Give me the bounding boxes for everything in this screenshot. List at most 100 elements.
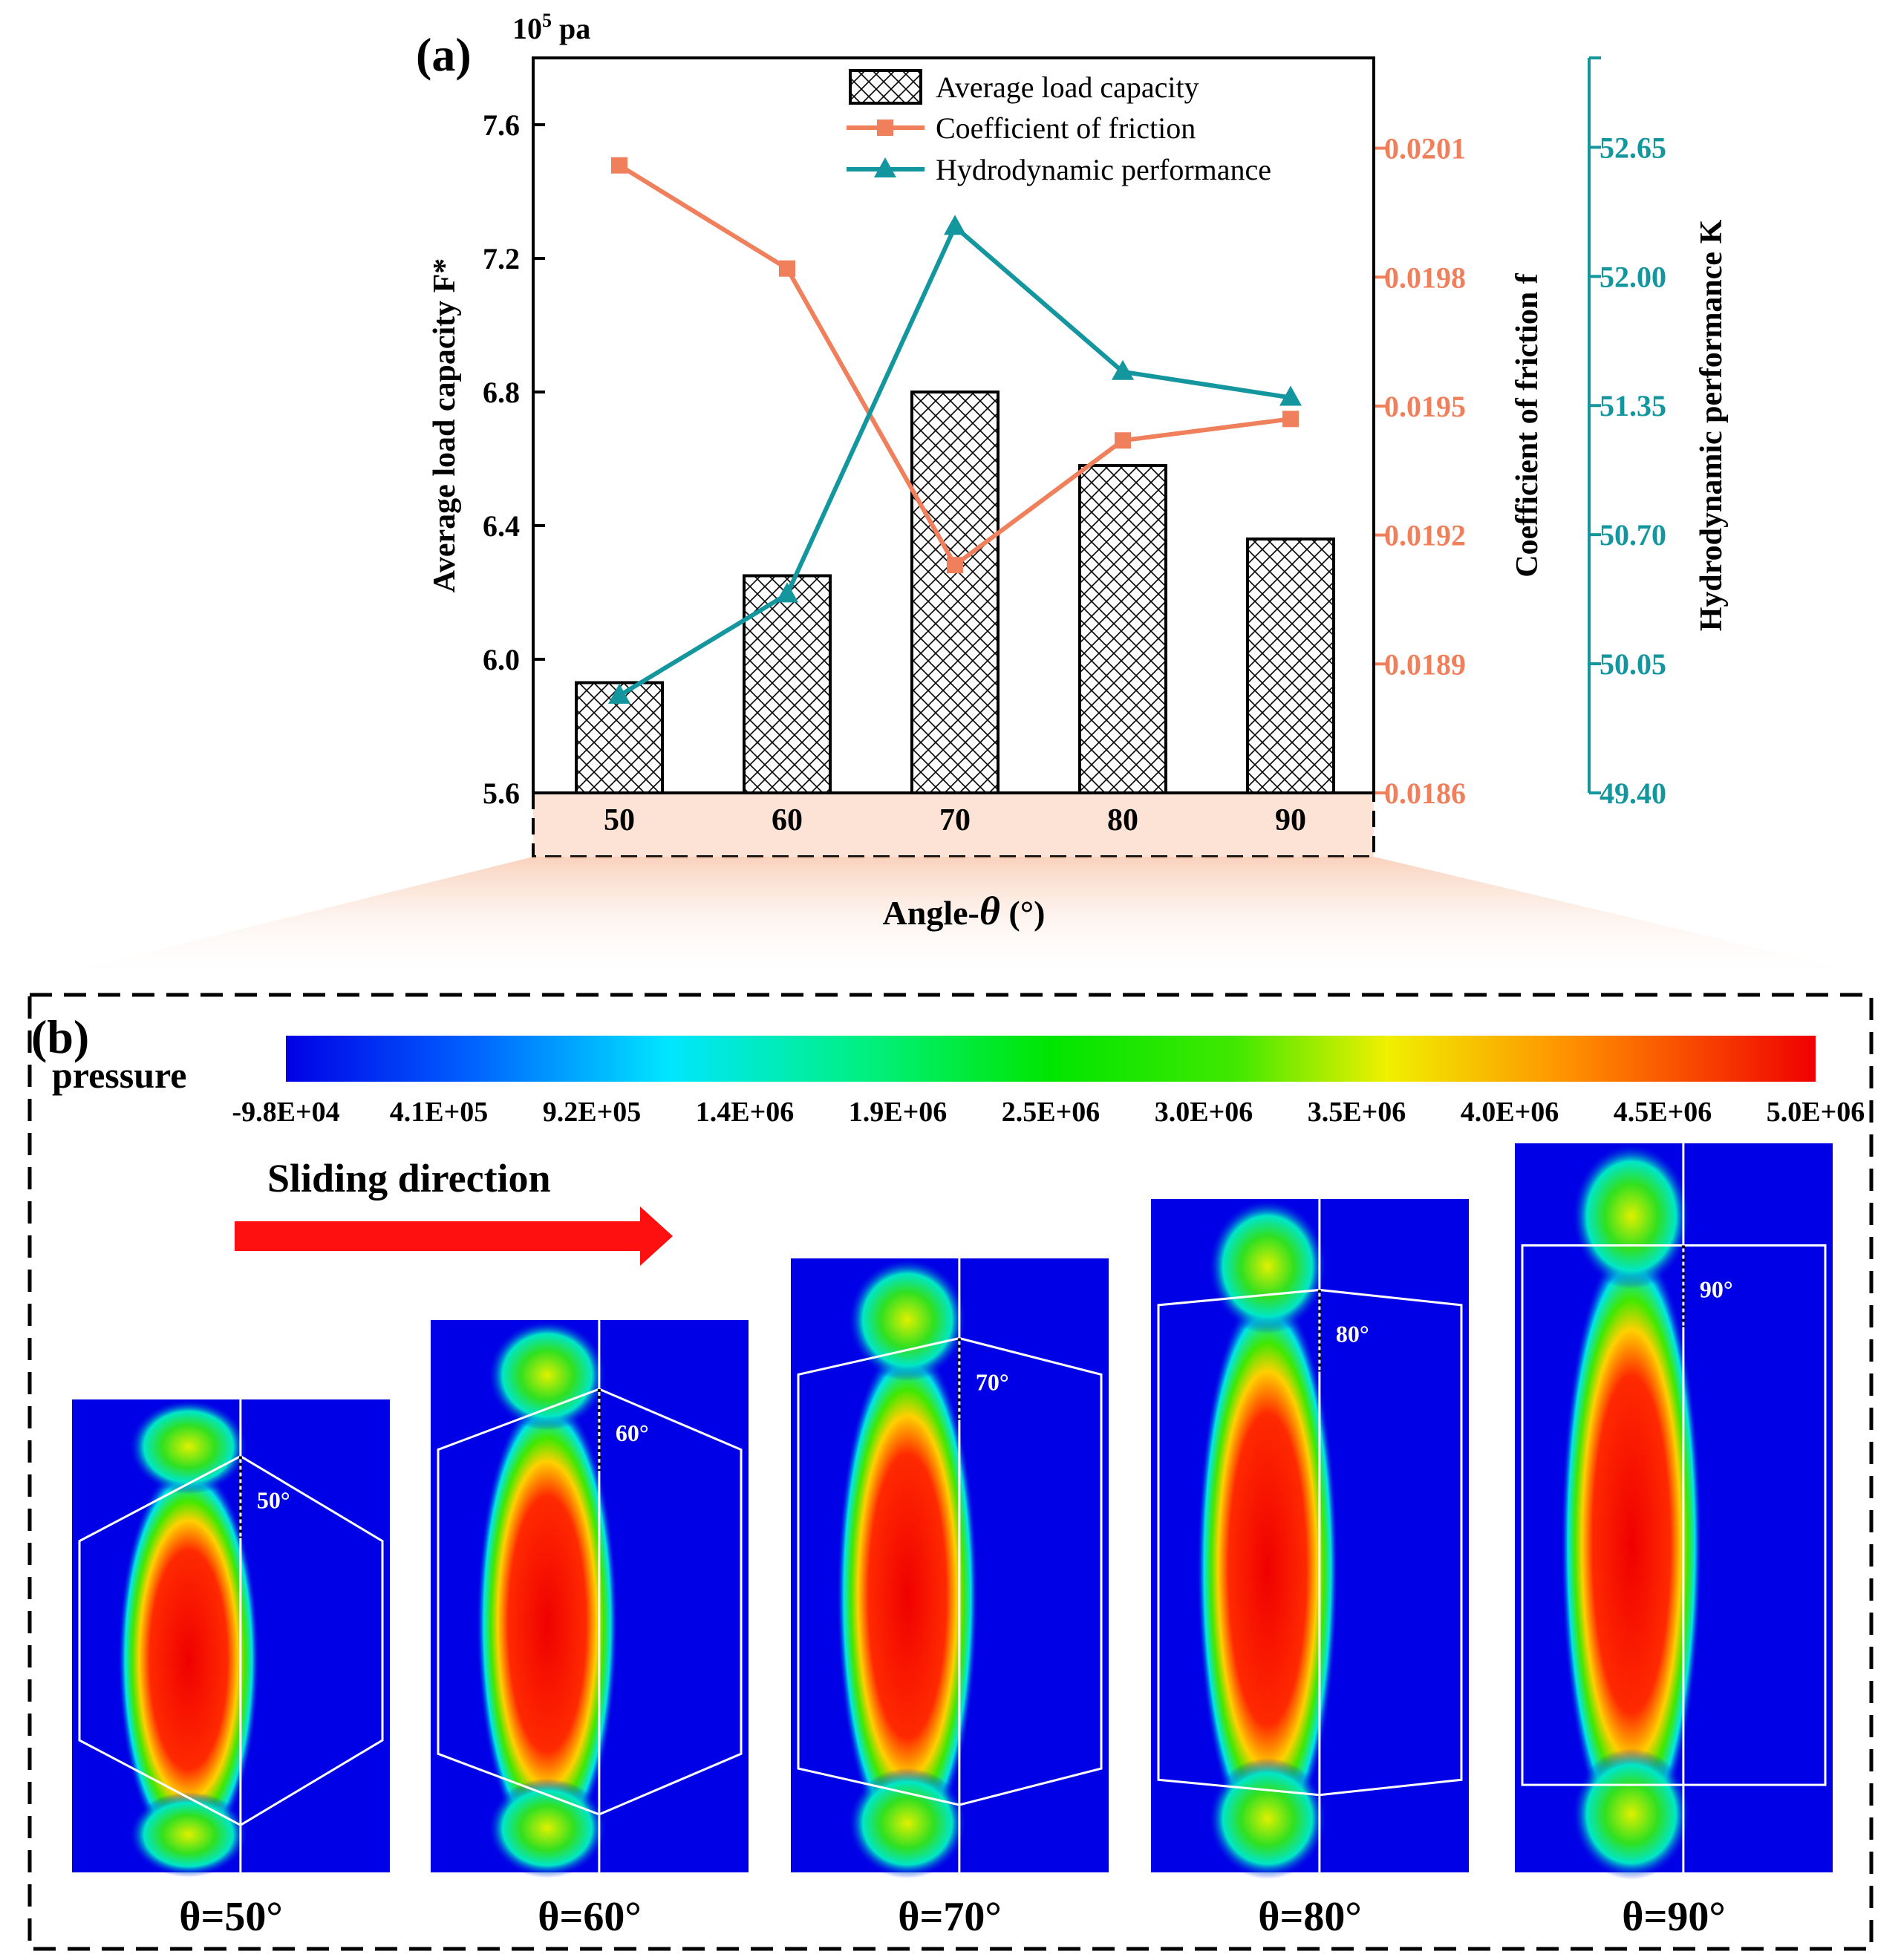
friction-point-60 — [779, 260, 795, 277]
colorbar-tick-label: 4.1E+05 — [390, 1097, 489, 1128]
left-axis-tick-label: 5.6 — [483, 777, 520, 810]
unit-label: 105 pa — [512, 10, 590, 45]
pressure-upper-region — [128, 1399, 248, 1494]
colorbar-tick-label: 3.0E+06 — [1155, 1097, 1253, 1128]
left-axis-label: Average load capacity F* — [428, 258, 462, 593]
hydro-point-80 — [1112, 359, 1134, 380]
panel-b-label: (b) — [31, 1010, 89, 1063]
hydro-axis-tick-label: 51.35 — [1600, 389, 1666, 422]
texture-outline — [797, 1336, 1103, 1806]
pressure-map-2: 60° θ=60° — [431, 1320, 749, 1940]
texture-outline — [78, 1454, 384, 1827]
pressure-peak-region — [1560, 1238, 1702, 1851]
hydro-axis-tick-label: 50.70 — [1600, 518, 1666, 552]
sliding-direction-label: Sliding direction — [267, 1156, 551, 1200]
hydro-axis-tick-label: 52.65 — [1600, 131, 1666, 164]
left-axis-tick-label: 6.8 — [483, 376, 520, 409]
legend-swatch-friction-marker — [877, 120, 893, 136]
cell-caption: θ=60° — [538, 1894, 642, 1940]
hydro-point-70 — [944, 215, 966, 235]
hydro-axis-tick-label: 49.40 — [1600, 777, 1666, 810]
pressure-upper-region — [1207, 1199, 1327, 1334]
friction-axis-tick-label: 0.0189 — [1384, 647, 1466, 681]
friction-axis-tick-label: 0.0186 — [1384, 777, 1466, 810]
cell-caption: θ=70° — [898, 1894, 1002, 1940]
pressure-peak-region — [1196, 1286, 1338, 1852]
angle-label: 60° — [616, 1420, 649, 1446]
x-axis-tick-label: 70 — [939, 803, 971, 837]
colorbar-tick-label: 4.5E+06 — [1614, 1097, 1712, 1128]
pressure-lower-region — [487, 1778, 607, 1878]
left-axis-tick-label: 6.0 — [483, 643, 520, 676]
plot-frame — [532, 56, 1375, 794]
pressure-lower-region — [1207, 1757, 1327, 1880]
colorbar-tick-label: 4.0E+06 — [1461, 1097, 1559, 1128]
legend-label-hydro: Hydrodynamic performance — [936, 153, 1271, 186]
pressure-upper-region — [487, 1320, 607, 1431]
friction-axis-tick-label: 0.0192 — [1384, 519, 1466, 552]
colorbar-title: pressure — [52, 1054, 187, 1096]
pressure-map-1: 50° θ=50° — [72, 1399, 390, 1940]
friction-axis-tick-label: 0.0201 — [1384, 132, 1466, 166]
pressure-upper-region — [1571, 1143, 1691, 1290]
friction-axis-label: Coefficient of friction f — [1510, 272, 1545, 577]
colorbar-tick-label: 5.0E+06 — [1767, 1097, 1865, 1128]
pressure-peak-region — [836, 1338, 978, 1855]
left-axis-tick-label: 7.2 — [483, 242, 520, 275]
x-axis-label: Angle-θ (°) — [883, 889, 1046, 933]
angle-label: 70° — [976, 1369, 1009, 1396]
friction-point-70 — [947, 557, 963, 574]
x-axis-tick-label: 60 — [772, 803, 803, 837]
colorbar-tick-label: 2.5E+06 — [1002, 1097, 1101, 1128]
hydro-axis-label: Hydrodynamic performance K — [1695, 219, 1729, 631]
hydro-point-90 — [1279, 385, 1302, 406]
panel-b: (b) pressure -9.8E+04 4.1E+05 9.2E+05 1.4E+… — [27, 993, 1874, 1951]
x-axis-highlight-band — [532, 791, 1375, 858]
sliding-direction-arrow — [235, 1206, 673, 1266]
pressure-map-3: 70° θ=70° — [791, 1258, 1109, 1940]
friction-point-90 — [1282, 411, 1299, 428]
legend-label-friction: Coefficient of friction — [936, 111, 1196, 145]
angle-label: 50° — [257, 1486, 290, 1513]
bar-70 — [910, 391, 1000, 794]
friction-axis-tick-label: 0.0198 — [1384, 261, 1466, 294]
colorbar — [286, 1036, 1816, 1082]
legend: Average load capacity Coefficient of fric… — [847, 69, 1271, 186]
texture-outline — [1157, 1288, 1463, 1797]
colorbar-tick-label: 3.5E+06 — [1308, 1097, 1406, 1128]
bar-60 — [743, 574, 832, 794]
bar-90 — [1246, 538, 1335, 794]
x-axis-tick-label: 80 — [1107, 803, 1138, 837]
panel-a-label: (a) — [416, 28, 472, 81]
hydro-point-50 — [608, 683, 630, 704]
pressure-peak-region — [476, 1391, 618, 1856]
x-axis-tick-label: 50 — [604, 803, 635, 837]
legend-swatch-hydro-marker — [874, 157, 896, 177]
texture-outline — [1521, 1244, 1827, 1786]
texture-outline — [437, 1388, 743, 1816]
pressure-peak-region — [117, 1460, 259, 1858]
pressure-map-4: 80° θ=80° — [1151, 1199, 1469, 1940]
zoom-funnel — [36, 857, 1894, 980]
friction-point-80 — [1115, 432, 1131, 449]
colorbar-tick-label: 1.4E+06 — [696, 1097, 795, 1128]
hydro-axis-tick-label: 52.00 — [1600, 260, 1666, 293]
angle-label: 80° — [1336, 1320, 1369, 1347]
legend-swatch-bars — [849, 69, 922, 105]
pressure-map-5: 90° θ=90° — [1515, 1143, 1833, 1940]
hydro-axis-tick-label: 50.05 — [1600, 647, 1666, 681]
pressure-lower-region — [847, 1768, 967, 1879]
friction-axis-tick-label: 0.0195 — [1384, 390, 1466, 423]
angle-label: 90° — [1700, 1275, 1733, 1302]
colorbar-tick-label: -9.8E+04 — [232, 1097, 339, 1128]
cell-caption: θ=50° — [179, 1894, 283, 1940]
pressure-lower-region — [128, 1791, 248, 1878]
left-axis-tick-label: 7.6 — [483, 108, 520, 142]
pressure-lower-region — [1571, 1748, 1691, 1880]
pressure-upper-region — [847, 1258, 967, 1382]
hydro-point-60 — [776, 582, 798, 603]
cell-caption: θ=80° — [1258, 1894, 1362, 1940]
colorbar-tick-label: 9.2E+05 — [543, 1097, 642, 1128]
cell-caption: θ=90° — [1622, 1894, 1726, 1940]
